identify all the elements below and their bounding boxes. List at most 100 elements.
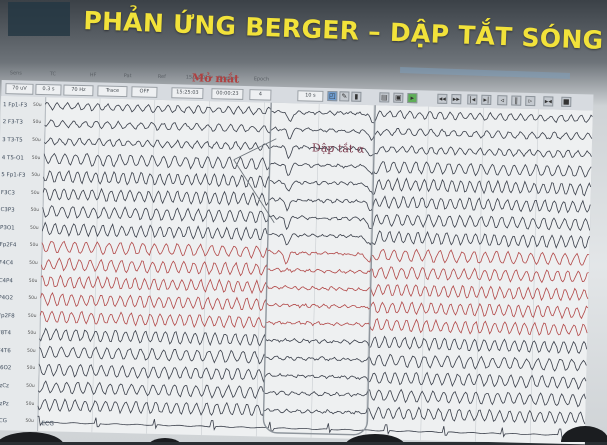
speed-select[interactable]: 10 s — [297, 90, 324, 102]
zoom-icon[interactable]: ◰ — [327, 91, 338, 102]
channel-label: F3C3 50u — [1, 188, 41, 199]
print-icon[interactable]: ▤ — [379, 92, 390, 103]
eeg-trace — [42, 169, 592, 197]
channel-unit: 50u — [29, 260, 38, 266]
eeg-trace — [38, 363, 587, 390]
grid-line — [420, 106, 430, 441]
channel-name: FzCz — [0, 383, 10, 390]
channel-label: F4C4 50u — [0, 258, 39, 269]
alpha-blocked-annotation: Dập tắt α — [311, 141, 365, 156]
play-icon[interactable]: ▹ — [525, 95, 536, 107]
eeg-trace — [39, 327, 588, 355]
export-icon[interactable]: ▸ — [407, 92, 418, 104]
video-icon[interactable]: ▣ — [393, 92, 404, 103]
channel-label: 2 F3-T3 50u — [2, 117, 42, 128]
slide-corner-graphic — [8, 2, 70, 36]
channel-name: Fp2F4 — [0, 242, 17, 249]
audience-heads-silhouette — [0, 426, 607, 442]
eeg-trace — [37, 398, 586, 425]
eeg-trace — [37, 415, 585, 440]
channel-unit: 50u — [26, 383, 35, 389]
channel-unit: 50u — [31, 172, 40, 179]
channel-unit: 50u — [30, 208, 40, 214]
header-label: Sens — [9, 70, 22, 77]
eyes-open-annotation: Mở mắt — [191, 71, 240, 86]
channel-name: CzPz — [0, 400, 9, 407]
channel-unit: 50u — [32, 137, 41, 143]
channel-name: T6O2 — [0, 365, 12, 372]
grid-line — [475, 107, 484, 442]
channel-name: C4P4 — [0, 277, 13, 284]
pattern-select[interactable]: Trace — [97, 85, 128, 98]
channel-name: P4O2 — [0, 295, 14, 302]
annotation-pointer — [233, 159, 275, 223]
play-back-icon[interactable]: ◃ — [497, 95, 508, 106]
eeg-trace — [38, 345, 587, 372]
pen-icon[interactable]: ✎ — [339, 91, 350, 102]
eeg-trace — [41, 240, 590, 266]
channel-unit: 50u — [31, 155, 41, 161]
channel-name: 2 F3-T3 — [2, 119, 23, 126]
channel-name: 4 T5-O1 — [1, 154, 24, 162]
eeg-trace — [42, 205, 591, 231]
channel-label: 5 Fp1-F3 50u — [1, 170, 41, 181]
grid-line — [584, 110, 594, 445]
channel-label: C4P4 50u — [0, 276, 39, 287]
eeg-trace — [44, 101, 593, 124]
marker-icon[interactable]: ▮ — [351, 91, 362, 102]
skip-start-icon[interactable]: |◂ — [467, 94, 478, 105]
eeg-trace — [39, 310, 588, 337]
eeg-trace — [39, 292, 589, 320]
high-filter-select[interactable]: 70 Hz — [63, 84, 94, 97]
channel-name: T4T6 — [0, 347, 11, 355]
epoch-field: 4 — [249, 89, 272, 101]
skip-end-icon[interactable]: ▸| — [481, 94, 492, 106]
channel-unit: 50u — [29, 243, 39, 249]
eeg-trace — [44, 119, 593, 142]
reference-select[interactable]: OFF — [131, 86, 158, 98]
channel-label: CzPz 50u — [0, 399, 36, 410]
eeg-software-window: Sens TC HF Pat Ref 15/1/2019 Elapsed Epo… — [0, 66, 600, 445]
channel-unit: 50u — [27, 331, 37, 337]
grid-line — [91, 98, 101, 433]
channel-label: Fp2F8 50u — [0, 311, 38, 322]
channel-label: P3O1 50u — [0, 223, 40, 234]
channel-label: T6O2 50u — [0, 363, 37, 374]
header-label: Ref — [157, 73, 166, 81]
channel-unit: 50u — [29, 225, 39, 231]
channel-name: 5 Fp1-F3 — [1, 172, 26, 179]
step-icon[interactable]: ▸◂ — [543, 96, 554, 107]
channel-label: F8T4 50u — [0, 328, 38, 339]
pause-icon[interactable]: ‖ — [511, 95, 522, 106]
channel-unit: 50u — [28, 278, 38, 284]
eeg-waveform-canvas: ECG — [37, 97, 594, 445]
annotation-pointer — [233, 138, 277, 161]
channel-unit: 50u — [32, 102, 42, 108]
channel-label: C3P3 50u — [0, 205, 40, 216]
channel-unit: 50u — [26, 348, 36, 354]
rewind-icon[interactable]: ◂◂ — [437, 93, 448, 104]
channel-name: 1 Fp1-F3 — [2, 101, 28, 109]
clock-field: 15:25:03 — [171, 87, 204, 99]
channel-unit: 50u — [26, 366, 36, 372]
channel-label: 4 T5-O1 50u — [2, 153, 42, 164]
eeg-trace — [41, 221, 590, 249]
header-label: TC — [49, 71, 57, 78]
eeg-trace — [37, 380, 586, 408]
channel-name: F3C3 — [0, 189, 15, 197]
sensitivity-select[interactable]: 70 uV — [5, 83, 34, 95]
grid-line — [37, 97, 46, 432]
channel-unit: 50u — [25, 401, 35, 407]
channel-unit: 50u — [30, 190, 40, 196]
grid-line — [201, 101, 210, 436]
fast-forward-icon[interactable]: ▸▸ — [451, 94, 462, 105]
channel-label: 1 Fp1-F3 50u — [3, 100, 43, 111]
alpha-block-highlight — [262, 97, 377, 436]
stop-icon[interactable]: ■ — [561, 96, 572, 107]
time-constant-select[interactable]: 0.3 s — [35, 83, 62, 96]
channel-name: 3 T3-T5 — [2, 137, 23, 144]
elapsed-field: 00:00:23 — [211, 88, 244, 100]
header-label: HF — [89, 72, 97, 79]
eeg-trace — [43, 152, 592, 178]
channel-label: P4O2 50u — [0, 293, 38, 304]
